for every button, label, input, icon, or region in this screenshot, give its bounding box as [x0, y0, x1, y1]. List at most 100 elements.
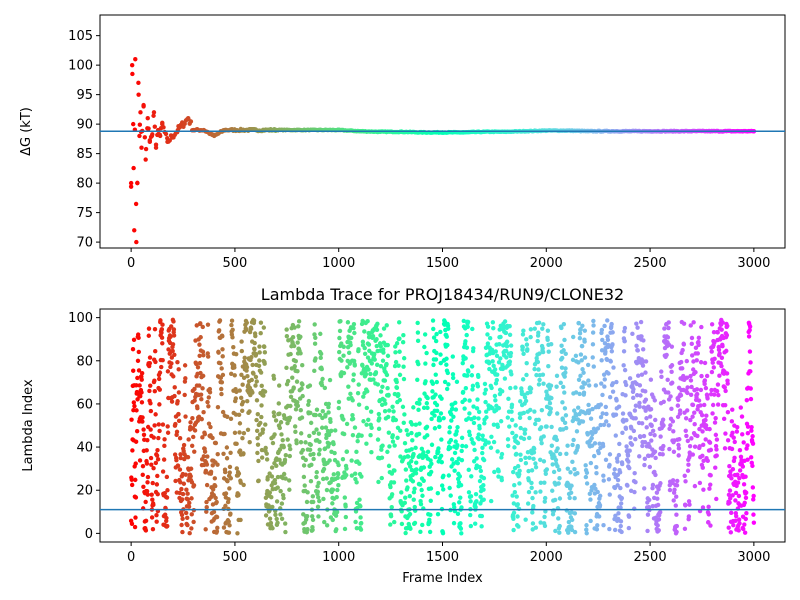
lambda-trace-point — [319, 425, 325, 430]
lambda-trace-point — [656, 517, 662, 522]
lambda-trace-point — [150, 480, 155, 486]
lambda-trace-point — [308, 410, 313, 416]
lambda-trace-point — [701, 487, 706, 492]
lambda-trace-point — [394, 379, 399, 385]
lambda-trace-point — [180, 516, 185, 522]
lambda-trace-point — [183, 414, 188, 419]
lambda-trace-point — [649, 423, 654, 428]
lambda-trace-point — [454, 429, 459, 434]
lambda-trace-point — [604, 357, 610, 362]
lambda-trace-point — [410, 472, 415, 478]
lambda-trace-point — [354, 480, 359, 485]
lambda-trace-point — [431, 362, 436, 368]
lambda-trace-point — [593, 429, 598, 434]
lambda-trace-point — [606, 342, 611, 348]
lambda-trace-point — [532, 326, 537, 331]
lambda-trace-point — [700, 442, 706, 448]
lambda-trace-point — [403, 495, 408, 500]
delta-g-point — [153, 142, 159, 147]
lambda-trace-point — [155, 492, 160, 497]
lambda-trace-point — [598, 414, 604, 420]
lambda-trace-point — [514, 494, 519, 499]
lambda-trace-point — [660, 452, 665, 457]
lambda-trace-point — [517, 481, 522, 486]
lambda-trace-x-tick-label: 500 — [223, 550, 248, 565]
lambda-trace-point — [401, 332, 406, 338]
lambda-trace-point — [614, 398, 619, 403]
lambda-trace-point — [380, 384, 385, 389]
lambda-trace-point — [244, 368, 249, 373]
lambda-trace-point — [496, 405, 502, 411]
lambda-trace-point — [300, 447, 306, 453]
lambda-trace-point — [386, 392, 391, 398]
lambda-trace-point — [694, 387, 700, 392]
lambda-trace-point — [153, 349, 158, 354]
lambda-trace-point — [697, 444, 702, 449]
lambda-trace-point — [616, 511, 621, 516]
lambda-trace-point — [482, 381, 488, 387]
lambda-trace-point — [415, 320, 420, 326]
lambda-trace-point — [143, 518, 149, 523]
lambda-trace-point — [526, 468, 531, 474]
lambda-trace-point — [375, 382, 381, 387]
lambda-trace-point — [299, 415, 305, 420]
lambda-trace-point — [453, 407, 459, 412]
lambda-trace-point — [719, 355, 725, 360]
lambda-trace-point — [327, 458, 332, 463]
lambda-trace-point — [741, 526, 746, 532]
lambda-trace-point — [139, 377, 144, 382]
lambda-trace-point — [589, 488, 594, 493]
lambda-trace-point — [192, 398, 197, 403]
lambda-trace-point — [138, 393, 143, 399]
delta-g-y-axis-label: ΔG (kT) — [19, 107, 34, 156]
lambda-trace-point — [698, 403, 703, 408]
lambda-trace-point — [439, 396, 444, 401]
lambda-trace-point — [425, 405, 430, 411]
lambda-trace-point — [531, 456, 536, 462]
lambda-trace-point — [372, 351, 377, 357]
lambda-trace-point — [205, 454, 210, 459]
lambda-trace-point — [556, 467, 562, 473]
lambda-trace-point — [682, 473, 687, 478]
lambda-trace-point — [392, 468, 397, 473]
lambda-trace-point — [712, 340, 717, 345]
lambda-trace-point — [751, 493, 756, 499]
lambda-trace-point — [146, 333, 151, 338]
lambda-trace-point — [148, 383, 153, 388]
lambda-trace-point — [545, 337, 550, 343]
lambda-trace-point — [415, 377, 420, 382]
lambda-trace-point — [459, 457, 465, 463]
lambda-trace-point — [485, 341, 491, 346]
lambda-trace-point — [540, 349, 546, 355]
lambda-trace-point — [340, 457, 346, 462]
lambda-trace-point — [144, 488, 150, 494]
lambda-trace-point — [603, 457, 609, 463]
lambda-trace-point — [513, 433, 519, 439]
lambda-trace-point — [356, 347, 361, 352]
lambda-trace-point — [378, 363, 384, 369]
delta-g-point — [128, 184, 134, 189]
lambda-trace-point — [513, 423, 518, 428]
lambda-trace-point — [619, 529, 624, 535]
lambda-trace-point — [580, 323, 585, 328]
lambda-trace-point — [490, 359, 495, 364]
lambda-trace-point — [496, 360, 502, 365]
lambda-trace-point — [157, 428, 162, 434]
lambda-trace-point — [374, 343, 379, 349]
lambda-trace-point — [526, 478, 531, 483]
lambda-trace-point — [293, 407, 299, 412]
lambda-trace-point — [575, 417, 581, 422]
lambda-trace-point — [632, 489, 637, 495]
lambda-trace-point — [412, 486, 417, 491]
lambda-trace-point — [420, 493, 425, 498]
lambda-trace-point — [189, 526, 194, 531]
lambda-trace-point — [228, 476, 234, 481]
lambda-trace-point — [475, 384, 481, 389]
lambda-trace-point — [568, 490, 574, 495]
lambda-trace-point — [316, 451, 322, 457]
lambda-trace-point — [171, 374, 176, 379]
lambda-trace-point — [257, 358, 262, 363]
lambda-trace-point — [514, 451, 519, 457]
